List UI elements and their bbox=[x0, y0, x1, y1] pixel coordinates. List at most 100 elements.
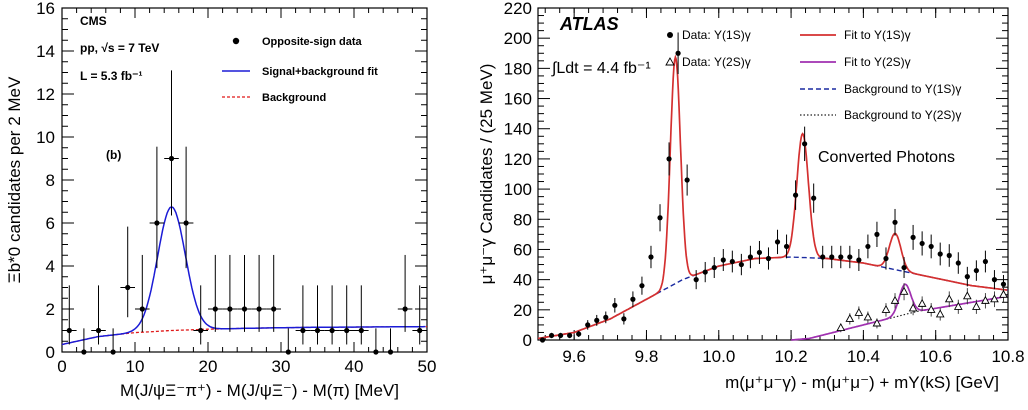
data-1s-point bbox=[630, 296, 636, 302]
y-tick-label: 140 bbox=[504, 120, 532, 139]
data-point bbox=[168, 155, 175, 162]
data-point bbox=[183, 220, 189, 226]
data-1s-point bbox=[964, 274, 970, 280]
y-tick-label: 2 bbox=[46, 300, 55, 319]
data-point bbox=[227, 306, 233, 312]
data-1s-point bbox=[603, 314, 609, 320]
y-axis-label: μ⁺μ⁻γ Candidates / (25 MeV) bbox=[480, 64, 496, 285]
y-tick-label: 14 bbox=[36, 42, 55, 61]
legend-data-2s-label: Data: Υ(2S)γ bbox=[682, 55, 751, 69]
data-point bbox=[95, 327, 102, 334]
y-tick-label: 0 bbox=[523, 331, 532, 350]
data-point bbox=[139, 306, 145, 312]
fit-1s-curve bbox=[537, 54, 1008, 340]
panel-label: (b) bbox=[106, 148, 121, 162]
data-1s-point bbox=[946, 252, 952, 259]
data-point bbox=[387, 349, 394, 355]
data-2s-point bbox=[863, 312, 873, 321]
data-2s-point bbox=[990, 294, 999, 303]
data-point bbox=[344, 327, 350, 334]
data-1s-point bbox=[738, 261, 744, 268]
data-point bbox=[285, 349, 291, 355]
y-tick-label: 6 bbox=[46, 214, 55, 233]
data-point bbox=[256, 306, 262, 312]
data-2s-point bbox=[981, 295, 990, 304]
data-2s-point bbox=[908, 303, 918, 312]
data-1s-point bbox=[756, 249, 763, 256]
data-1s-point bbox=[585, 322, 591, 328]
data-2s-point bbox=[962, 291, 972, 300]
data-point bbox=[314, 327, 321, 334]
y-tick-label: 0 bbox=[46, 343, 55, 362]
data-1s-point bbox=[919, 240, 925, 247]
legend-fit-2s-label: Fit to Υ(2S)γ bbox=[844, 55, 911, 69]
data-1s-point bbox=[657, 215, 663, 221]
y-tick-label: 60 bbox=[513, 240, 532, 259]
data-2s-point bbox=[854, 307, 864, 316]
x-tick-label: 10.2 bbox=[775, 347, 808, 366]
data-1s-point bbox=[928, 243, 934, 250]
data-1s-point bbox=[901, 264, 907, 271]
annotation-label: Converted Photons bbox=[818, 149, 955, 166]
data-1s-point bbox=[937, 251, 943, 257]
data-2s-point bbox=[926, 304, 936, 313]
data-point bbox=[110, 349, 116, 355]
background-2s-curve bbox=[791, 295, 1009, 341]
data-1s-point bbox=[648, 254, 654, 260]
x-axis-label: m(μ⁺μ⁻γ) - m(μ⁺μ⁻) + mΥ(kS) [GeV] bbox=[725, 373, 999, 392]
data-point bbox=[300, 327, 306, 334]
y-tick-label: 16 bbox=[36, 0, 55, 18]
data-2s-point bbox=[899, 286, 909, 295]
legend-fit-label: Signal+background fit bbox=[262, 66, 378, 78]
data-point bbox=[241, 306, 248, 312]
data-1s-point bbox=[991, 277, 998, 283]
data-1s-point bbox=[720, 257, 726, 263]
data-1s-point bbox=[675, 50, 681, 56]
data-1s-point bbox=[856, 257, 862, 263]
background-1s-curve bbox=[537, 256, 1009, 340]
data-1s-point bbox=[982, 258, 989, 265]
data-1s-point bbox=[774, 239, 781, 245]
plot-frame bbox=[537, 7, 1009, 341]
data-1s-point bbox=[747, 254, 754, 260]
x-tick-label: 50 bbox=[418, 357, 437, 376]
legend-background-2s-label: Background to Υ(2S)γ bbox=[844, 108, 961, 122]
data-1s-point bbox=[702, 269, 708, 275]
data-point bbox=[154, 220, 160, 226]
data-1s-point bbox=[811, 195, 817, 201]
x-axis-label: M(J/ψΞ⁻π⁺) - M(J/ψΞ⁻) - M(π) [MeV] bbox=[120, 381, 399, 400]
y-tick-label: 40 bbox=[513, 271, 532, 290]
data-point bbox=[66, 327, 72, 334]
data-1s-point bbox=[783, 243, 790, 250]
x-tick-label: 9.8 bbox=[635, 347, 659, 366]
x-tick-label: 40 bbox=[345, 357, 364, 376]
data-2s-point bbox=[972, 301, 981, 310]
lumi-label: L = 5.3 fb⁻¹ bbox=[80, 69, 142, 83]
data-2s-point bbox=[836, 322, 846, 331]
data-1s-point bbox=[865, 243, 871, 250]
data-1s-point bbox=[847, 254, 853, 260]
data-1s-point bbox=[1000, 281, 1007, 287]
data-1s-point bbox=[567, 332, 573, 339]
y-tick-label: 200 bbox=[504, 29, 532, 48]
cms-chart: 0 10 20 30 40 50 0 2 4 6 8 10 12 14 16 M(J/ψΞ⁻π⁺) - M(J… bbox=[5, 0, 437, 400]
data-1s-point bbox=[612, 302, 618, 308]
y-tick-label: 12 bbox=[36, 85, 55, 104]
y-tick-label: 100 bbox=[504, 180, 532, 199]
signal-background-fit-curve bbox=[61, 206, 426, 346]
data-1s-point bbox=[639, 283, 645, 289]
data-1s-point bbox=[802, 141, 808, 147]
data-1s-point bbox=[594, 317, 600, 323]
y-tick-label: 8 bbox=[46, 171, 55, 190]
y-tick-label: 10 bbox=[36, 128, 55, 147]
y-tick-label: 4 bbox=[46, 257, 55, 276]
data-1s-point bbox=[684, 177, 690, 183]
lumi-label: ∫Ldt = 4.4 fb⁻¹ bbox=[551, 60, 651, 77]
y-tick-label: 220 bbox=[504, 0, 532, 18]
data-1s-point bbox=[973, 267, 979, 274]
experiment-label: CMS bbox=[80, 14, 107, 28]
data-point bbox=[125, 284, 131, 291]
y-tick-label: 180 bbox=[504, 59, 532, 78]
data-2s-point bbox=[999, 289, 1008, 298]
data-2s-point bbox=[845, 313, 855, 322]
